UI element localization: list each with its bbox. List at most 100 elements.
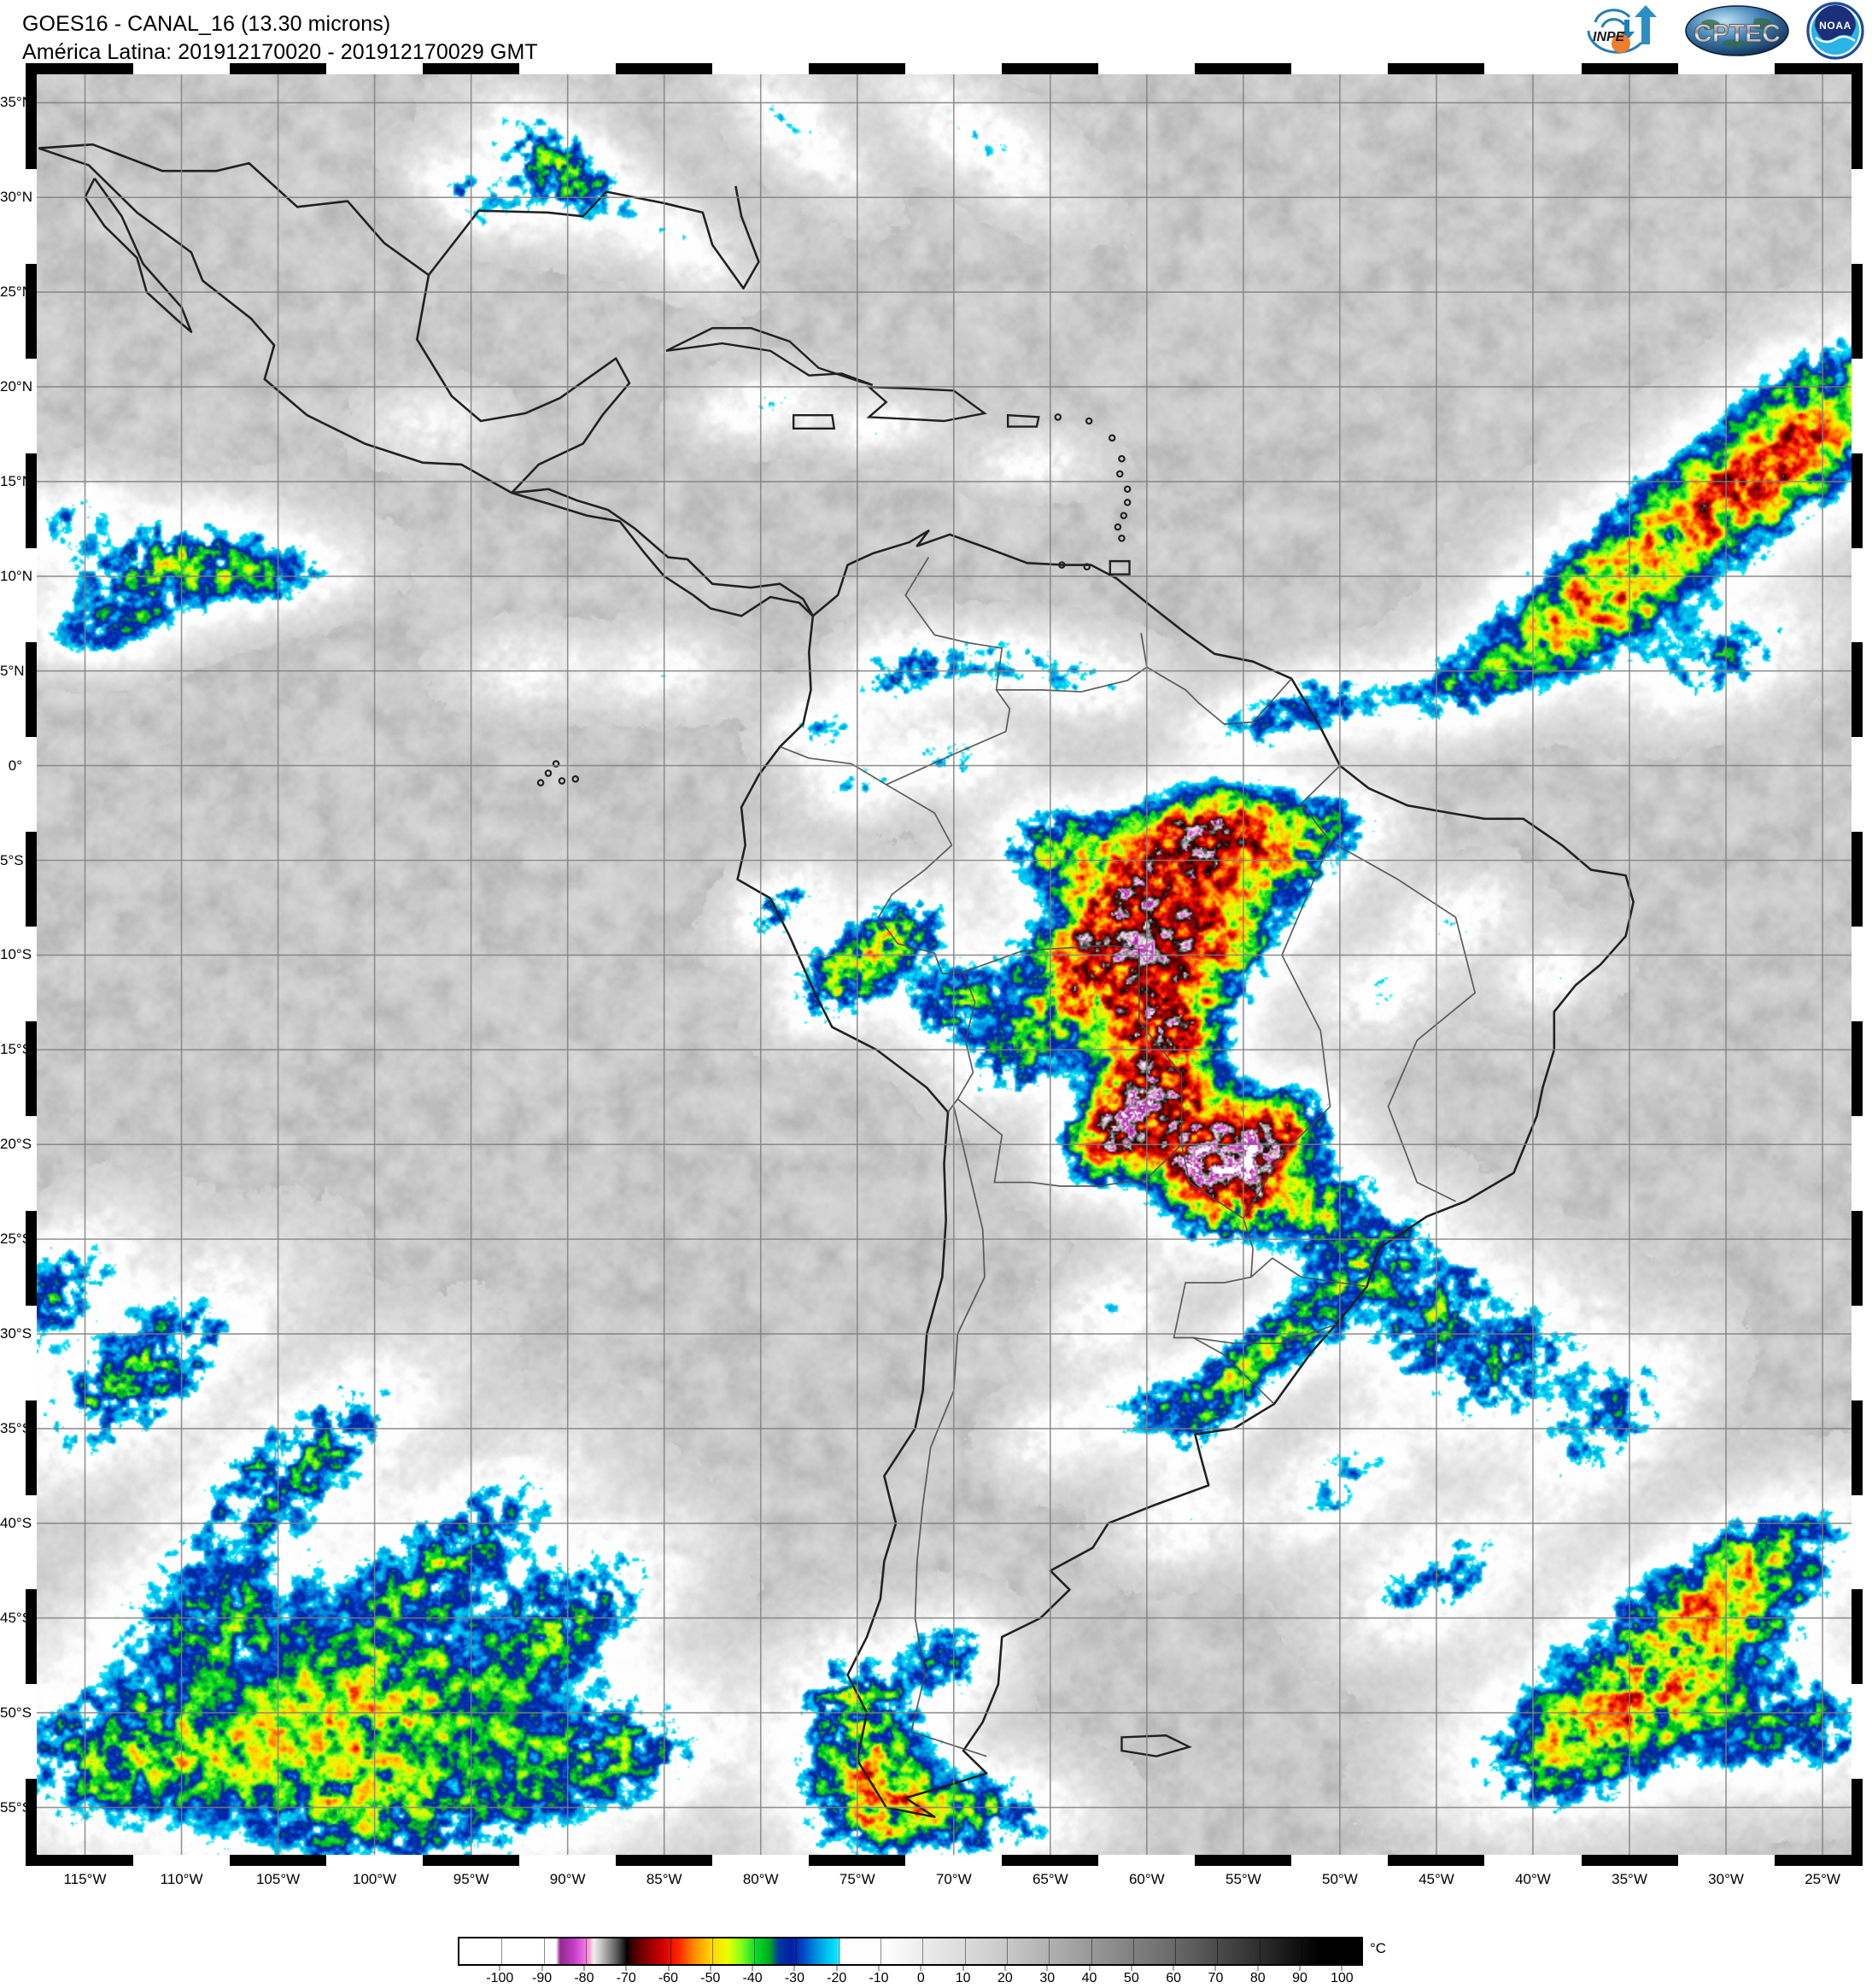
- frame-segment: [616, 63, 713, 74]
- frame-segment: [26, 74, 37, 169]
- colorbar: -100 -90 -80 -70 -60 -50 -40 -30 -20 -10 0 10 20 30 40…: [0, 1911, 1872, 1988]
- frame-segment: [1852, 263, 1863, 359]
- longitude-tick-label: 115°W: [63, 1871, 107, 1887]
- frame-segment: [1002, 63, 1099, 74]
- svg-text:INPE: INPE: [1593, 30, 1626, 44]
- svg-text:CPTEC: CPTEC: [1694, 20, 1781, 48]
- satellite-map[interactable]: [26, 63, 1863, 1866]
- page-title: GOES16 - CANAL_16 (13.30 microns): [22, 12, 391, 36]
- colorbar-tick-label: 60: [1166, 1971, 1182, 1985]
- frame-segment: [1852, 1855, 1863, 1866]
- frame-segment: [26, 1400, 37, 1495]
- colorbar-tick-label: 50: [1123, 1971, 1139, 1985]
- frame-segment: [1195, 63, 1292, 74]
- colorbar-tick-mark: [1004, 1966, 1006, 1971]
- colorbar-tick-mark: [1299, 1966, 1301, 1971]
- frame-segment: [1852, 74, 1863, 169]
- frame-segment: [26, 358, 37, 453]
- longitude-tick-label: 65°W: [1032, 1871, 1068, 1887]
- inpe-logo: INPE: [1580, 3, 1669, 62]
- latitude-tick-label: 25°S: [0, 1231, 32, 1248]
- colorbar-tick-mark: [668, 1966, 669, 1971]
- frame-segment: [1291, 1855, 1389, 1866]
- colorbar-tick-mark: [1214, 1966, 1216, 1971]
- frame-segment: [1852, 453, 1863, 548]
- colorbar-tick-label: -90: [532, 1971, 553, 1985]
- colorbar-ticks: -100 -90 -80 -70 -60 -50 -40 -30 -20 -10 0 10 20 30 40…: [458, 1966, 1363, 1988]
- frame-segment: [37, 1855, 134, 1866]
- frame-segment: [26, 1589, 37, 1685]
- frame-segment: [905, 1855, 1003, 1866]
- latitude-tick-label: 30°S: [0, 1325, 32, 1342]
- frame-segment: [1581, 63, 1678, 74]
- frame-segment: [1852, 737, 1863, 833]
- page-subtitle: América Latina: 201912170020 - 201912170…: [22, 39, 538, 64]
- latitude-tick-label: 35°N: [0, 94, 32, 111]
- frame-segment: [26, 168, 37, 264]
- colorbar-tick-mark: [583, 1966, 585, 1971]
- longitude-tick-label: 80°W: [742, 1871, 779, 1887]
- frame-segment: [1852, 1589, 1863, 1685]
- colorbar-tick-mark: [541, 1966, 543, 1971]
- frame-segment: [809, 63, 906, 74]
- frame-segment: [1581, 1855, 1678, 1866]
- frame-segment: [1098, 63, 1196, 74]
- frame-segment: [26, 453, 37, 548]
- map-image-area[interactable]: [37, 74, 1852, 1855]
- latitude-tick-label: 35°S: [0, 1419, 32, 1436]
- colorbar-tick-label: -60: [658, 1971, 679, 1985]
- frame-segment: [1852, 358, 1863, 453]
- colorbar-tick-label: 20: [997, 1971, 1013, 1985]
- colorbar-tick-label: -40: [742, 1971, 763, 1985]
- colorbar-tick-label: -70: [616, 1971, 636, 1985]
- frame-segment: [26, 63, 37, 74]
- frame-segment: [519, 63, 617, 74]
- longitude-tick-label: 55°W: [1226, 1871, 1261, 1887]
- colorbar-gradient: [459, 1938, 1361, 1964]
- colorbar-tick-label: -100: [486, 1971, 514, 1985]
- colorbar-tick-mark: [1131, 1966, 1132, 1971]
- latitude-tick-label: 20°N: [0, 377, 32, 395]
- frame-segment: [26, 1115, 37, 1211]
- colorbar-tick-label: -10: [869, 1971, 889, 1985]
- frame-segment: [1291, 63, 1389, 74]
- latitude-tick-label: 45°S: [0, 1609, 32, 1626]
- longitude-axis: 115°W 110°W 105°W 100°W 95°W 90°W 85°W 80°W 75°W…: [0, 1866, 1872, 1895]
- colorbar-tick-mark: [962, 1966, 964, 1971]
- frame-segment: [26, 1684, 37, 1780]
- colorbar-tick-mark: [836, 1966, 838, 1971]
- cptec-logo: CPTEC: [1682, 3, 1792, 62]
- longitude-tick-label: 85°W: [646, 1871, 682, 1887]
- frame-segment: [519, 1855, 617, 1866]
- colorbar-tick-label: -80: [574, 1971, 594, 1985]
- latitude-tick-label: 5°S: [0, 851, 24, 868]
- frame-segment: [1852, 168, 1863, 264]
- colorbar-tick-mark: [625, 1966, 627, 1971]
- colorbar-tick-mark: [793, 1966, 795, 1971]
- longitude-tick-label: 100°W: [353, 1871, 397, 1887]
- longitude-tick-label: 95°W: [453, 1871, 489, 1887]
- frame-segment: [1484, 1855, 1582, 1866]
- colorbar-strip-wrap: [458, 1937, 1363, 1966]
- colorbar-tick-label: 90: [1292, 1971, 1307, 1985]
- frame-segment: [230, 1855, 327, 1866]
- longitude-tick-label: 25°W: [1805, 1871, 1840, 1887]
- longitude-tick-label: 90°W: [549, 1871, 586, 1887]
- colorbar-tick-label: -30: [784, 1971, 804, 1985]
- frame-segment: [1002, 1855, 1099, 1866]
- frame-segment: [1852, 1305, 1863, 1400]
- header: GOES16 - CANAL_16 (13.30 microns) Améric…: [0, 0, 1872, 64]
- longitude-tick-label: 45°W: [1419, 1871, 1454, 1887]
- frame-segment: [1852, 1210, 1863, 1306]
- frame-segment: [26, 1779, 37, 1855]
- latitude-tick-label: 0°: [8, 757, 22, 774]
- latitude-tick-label: 5°N: [0, 662, 25, 679]
- colorbar-tick-mark: [878, 1966, 880, 1971]
- latitude-tick-label: 55°S: [0, 1798, 32, 1816]
- frame-segment: [1852, 1779, 1863, 1855]
- longitude-tick-label: 75°W: [839, 1871, 875, 1887]
- longitude-tick-label: 30°W: [1708, 1871, 1744, 1887]
- frame-segment: [230, 63, 327, 74]
- latitude-tick-label: 25°N: [0, 284, 32, 301]
- colorbar-tick-label: 100: [1330, 1971, 1354, 1985]
